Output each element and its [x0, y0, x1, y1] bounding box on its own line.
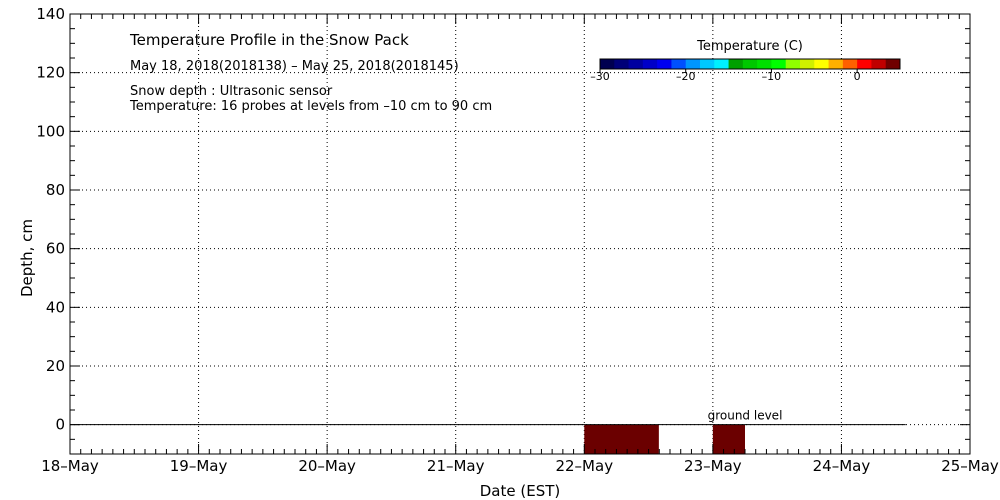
x-tick-label: 21–May — [427, 457, 485, 475]
ground-layer: ground level — [70, 409, 906, 426]
y-tick-label: 140 — [36, 5, 65, 23]
plot-frame — [69, 13, 971, 455]
x-tick-label: 20–May — [298, 457, 356, 475]
colorbar-swatch — [642, 59, 658, 69]
colorbar-swatch — [671, 59, 687, 69]
colorbar-tick-label: –10 — [762, 70, 782, 83]
y-tick-label: 60 — [46, 240, 65, 258]
colorbar-swatch — [657, 59, 672, 69]
x-tick-label: 18–May — [41, 457, 99, 475]
colorbar-swatch — [800, 59, 815, 69]
colorbar-swatch — [614, 59, 630, 69]
colorbar-frame — [599, 58, 901, 70]
note-snow-depth: Snow depth : Ultrasonic sensor — [130, 84, 333, 99]
colorbar-swatch — [785, 59, 801, 69]
y-tick-labels: 0 20 40 60 80 100 120 140 — [36, 5, 65, 434]
ground-level-label: ground level — [708, 409, 783, 423]
temperature-cell — [712, 424, 745, 454]
colorbar-swatch — [628, 59, 644, 69]
x-tick-label: 19–May — [170, 457, 228, 475]
colorbar-swatch — [842, 59, 858, 69]
chart-title: Temperature Profile in the Snow Pack — [129, 31, 409, 49]
colorbar-title: Temperature (C) — [696, 39, 803, 54]
colorbar-swatch — [742, 59, 758, 69]
note-temperature: Temperature: 16 probes at levels from –1… — [129, 99, 492, 114]
y-axis-title: Depth, cm — [18, 219, 36, 297]
colorbar-swatch — [685, 59, 701, 69]
colorbar-swatch — [885, 59, 901, 69]
x-tick-label: 23–May — [684, 457, 742, 475]
y-tick-label: 80 — [46, 181, 65, 199]
colorbar-swatch — [814, 59, 830, 69]
grid-layer — [70, 14, 970, 454]
cells-layer — [584, 424, 745, 454]
colorbar-swatch — [757, 59, 772, 69]
y-tick-label: 100 — [36, 122, 65, 140]
y-tick-label: 120 — [36, 64, 65, 82]
x-tick-label: 22–May — [555, 457, 613, 475]
y-tick-label: 0 — [55, 416, 65, 434]
ticks-layer — [69, 13, 971, 454]
temperature-cell — [584, 424, 659, 454]
y-tick-label: 40 — [46, 298, 65, 316]
colorbar-tick-label: 0 — [854, 70, 861, 83]
colorbar: –30 –20 –10 0 — [590, 58, 901, 83]
colorbar-swatch — [600, 59, 615, 69]
colorbar-swatch — [828, 59, 844, 69]
x-tick-label: 24–May — [813, 457, 871, 475]
colorbar-swatch — [728, 59, 744, 69]
x-tick-label: 25–May — [941, 457, 999, 475]
x-tick-labels: 18–May 19–May 20–May 21–May 22–May 23–May 24–M… — [41, 457, 999, 475]
colorbar-tick-label: –30 — [590, 70, 610, 83]
chart-subtitle: May 18, 2018(2018138) – May 25, 2018(201… — [130, 59, 459, 74]
colorbar-swatch — [857, 59, 872, 69]
colorbar-swatch — [700, 59, 715, 69]
x-axis-title: Date (EST) — [480, 482, 561, 500]
colorbar-tick-label: –20 — [676, 70, 696, 83]
y-tick-label: 20 — [46, 357, 65, 375]
colorbar-swatch — [771, 59, 787, 69]
colorbar-swatch — [714, 59, 730, 69]
colorbar-swatch — [871, 59, 887, 69]
